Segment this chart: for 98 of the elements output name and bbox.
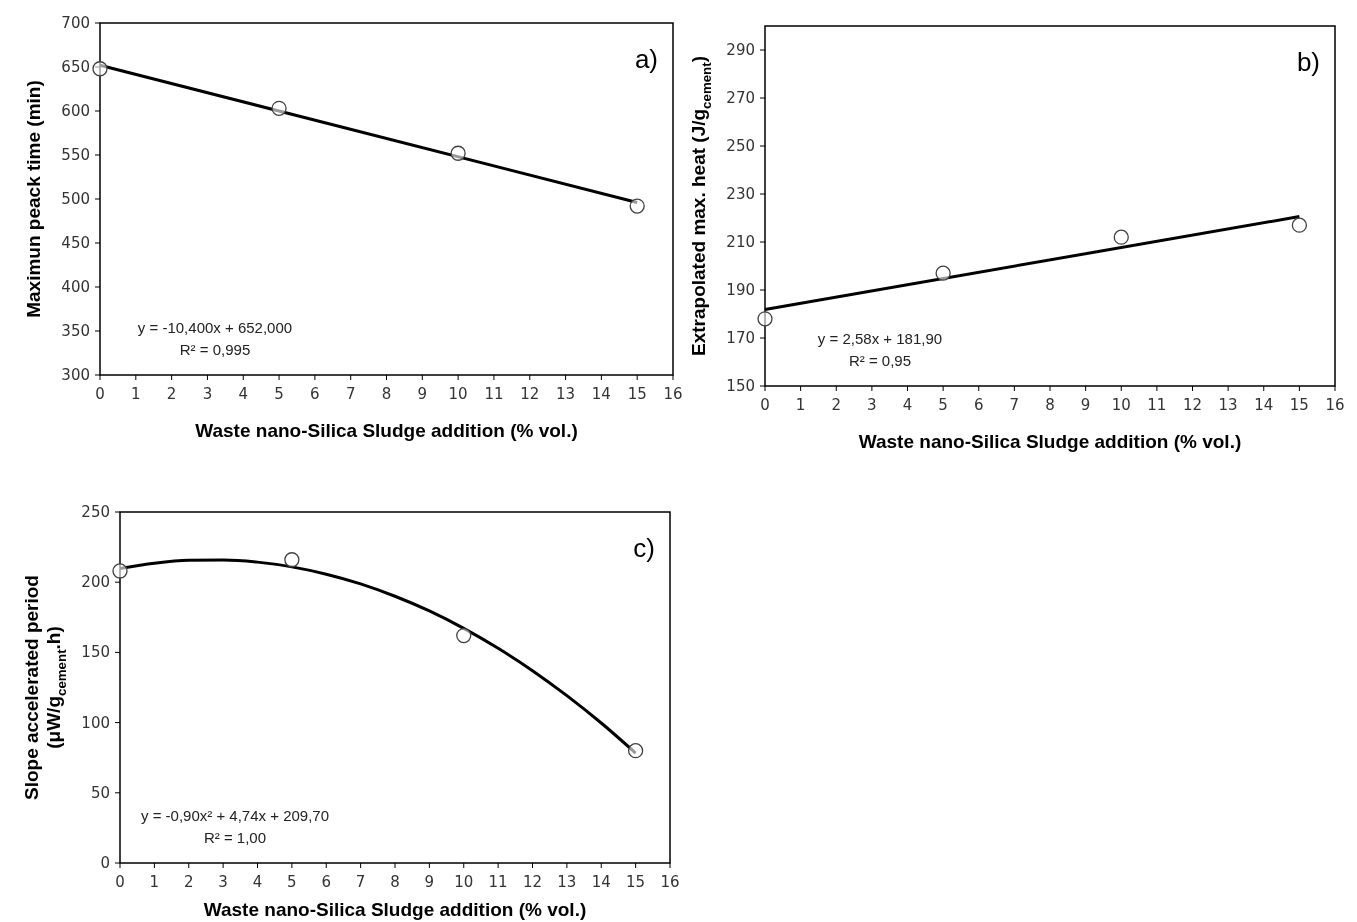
- y-tick-label: 210: [726, 233, 755, 251]
- x-tick-label: 14: [1254, 396, 1274, 414]
- point: [284, 552, 300, 568]
- y-tick-label: 600: [61, 102, 90, 120]
- x-axis-title: Waste nano-Silica Sludge addition (% vol.): [203, 899, 587, 920]
- y-tick-label: 100: [81, 713, 110, 732]
- point: [627, 743, 644, 759]
- y-tick-label: 650: [61, 58, 90, 76]
- x-tick-label: 7: [345, 385, 356, 403]
- x-tick-label: 12: [1182, 396, 1203, 414]
- x-tick-label: 3: [867, 396, 877, 414]
- x-tick-label: 11: [1147, 396, 1167, 414]
- y-axis-title: Maximun peack time (min): [23, 80, 44, 318]
- x-tick-label: 14: [591, 385, 611, 403]
- y-tick-label: 290: [726, 41, 755, 59]
- x-tick-label: 7: [1009, 396, 1020, 414]
- y-tick-label: 50: [90, 783, 110, 802]
- x-tick-label: 8: [1045, 396, 1055, 414]
- annotation: R² = 1,00: [203, 829, 267, 846]
- x-tick-label: 2: [183, 873, 194, 891]
- annotation: R² = 0,995: [179, 341, 251, 358]
- y-tick-label: 190: [726, 281, 755, 299]
- x-tick-label: 8: [381, 385, 392, 403]
- point: [271, 100, 287, 117]
- point: [1113, 229, 1129, 245]
- x-tick-label: 12: [520, 385, 540, 403]
- y-tick-label: 230: [726, 185, 755, 203]
- point: [112, 563, 128, 579]
- x-tick-label: 6: [321, 873, 332, 891]
- x-axis-title: Waste nano-Silica Sludge addition (% vol.): [195, 420, 578, 441]
- x-tick-label: 2: [166, 385, 177, 403]
- x-tick-label: 1: [795, 396, 806, 414]
- y-tick-label: 250: [726, 137, 755, 155]
- y-tick-label: 270: [726, 89, 755, 107]
- x-tick-label: 0: [760, 396, 770, 414]
- annotation: c): [633, 533, 655, 563]
- x-tick-label: 13: [557, 873, 577, 891]
- x-tick-label: 16: [1325, 396, 1345, 414]
- y-tick-label: 150: [726, 377, 755, 395]
- annotation: y = -0,90x² + 4,74x + 209,70: [140, 807, 330, 824]
- x-tick-label: 6: [973, 396, 984, 414]
- x-tick-label: 6: [310, 385, 320, 403]
- x-tick-label: 13: [556, 385, 576, 403]
- x-tick-label: 16: [660, 873, 680, 891]
- y-tick-label: 200: [81, 573, 110, 592]
- x-tick-label: 5: [274, 385, 284, 403]
- x-tick-label: 14: [591, 873, 611, 891]
- annotation: y = 2,58x + 181,90: [817, 330, 943, 347]
- x-tick-label: 4: [902, 396, 913, 414]
- x-tick-label: 10: [448, 385, 468, 403]
- y-tick-label: 250: [81, 503, 110, 521]
- annotation: R² = 0,95: [848, 352, 912, 369]
- x-tick-label: 15: [626, 873, 646, 891]
- x-tick-label: 9: [424, 873, 435, 891]
- annotation: a): [634, 44, 658, 74]
- y-tick-label: 500: [61, 190, 90, 208]
- x-tick-label: 11: [484, 385, 504, 403]
- point: [629, 198, 645, 214]
- point: [757, 311, 773, 327]
- x-tick-label: 0: [115, 873, 125, 891]
- x-tick-label: 10: [454, 873, 474, 891]
- y-tick-label: 550: [61, 146, 90, 164]
- x-tick-label: 4: [252, 873, 263, 891]
- point: [935, 265, 951, 281]
- x-tick-label: 10: [1111, 396, 1131, 414]
- x-tick-label: 7: [355, 873, 366, 891]
- y-tick-label: 700: [61, 14, 90, 32]
- x-tick-label: 2: [831, 396, 842, 414]
- y-tick-label: 300: [61, 366, 90, 384]
- x-tick-label: 8: [390, 873, 400, 891]
- annotation: b): [1296, 47, 1320, 77]
- x-tick-label: 1: [131, 385, 141, 403]
- x-tick-label: 12: [522, 873, 543, 891]
- x-tick-label: 16: [663, 385, 683, 403]
- x-tick-label: 3: [202, 385, 213, 403]
- point: [92, 61, 108, 77]
- y-tick-label: 400: [61, 278, 90, 296]
- point: [456, 627, 472, 644]
- y-tick-label: 0: [100, 854, 110, 872]
- x-tick-label: 9: [1080, 396, 1091, 414]
- x-axis-title: Waste nano-Silica Sludge addition (% vol.): [858, 431, 1242, 452]
- point: [1291, 217, 1308, 233]
- x-tick-label: 1: [149, 873, 160, 891]
- y-tick-label: 450: [61, 234, 90, 252]
- x-tick-label: 4: [238, 385, 249, 403]
- y-tick-label: 350: [61, 322, 90, 340]
- x-tick-label: 3: [218, 873, 228, 891]
- x-tick-label: 11: [488, 873, 508, 891]
- point: [450, 145, 466, 161]
- y-tick-label: 170: [726, 329, 755, 347]
- x-tick-label: 9: [417, 385, 428, 403]
- x-tick-label: 13: [1218, 396, 1238, 414]
- x-tick-label: 5: [287, 873, 297, 891]
- annotation: y = -10,400x + 652,000: [137, 319, 293, 336]
- x-tick-label: 5: [938, 396, 948, 414]
- x-tick-label: 15: [1289, 396, 1309, 414]
- x-tick-label: 15: [627, 385, 647, 403]
- y-tick-label: 150: [81, 643, 110, 662]
